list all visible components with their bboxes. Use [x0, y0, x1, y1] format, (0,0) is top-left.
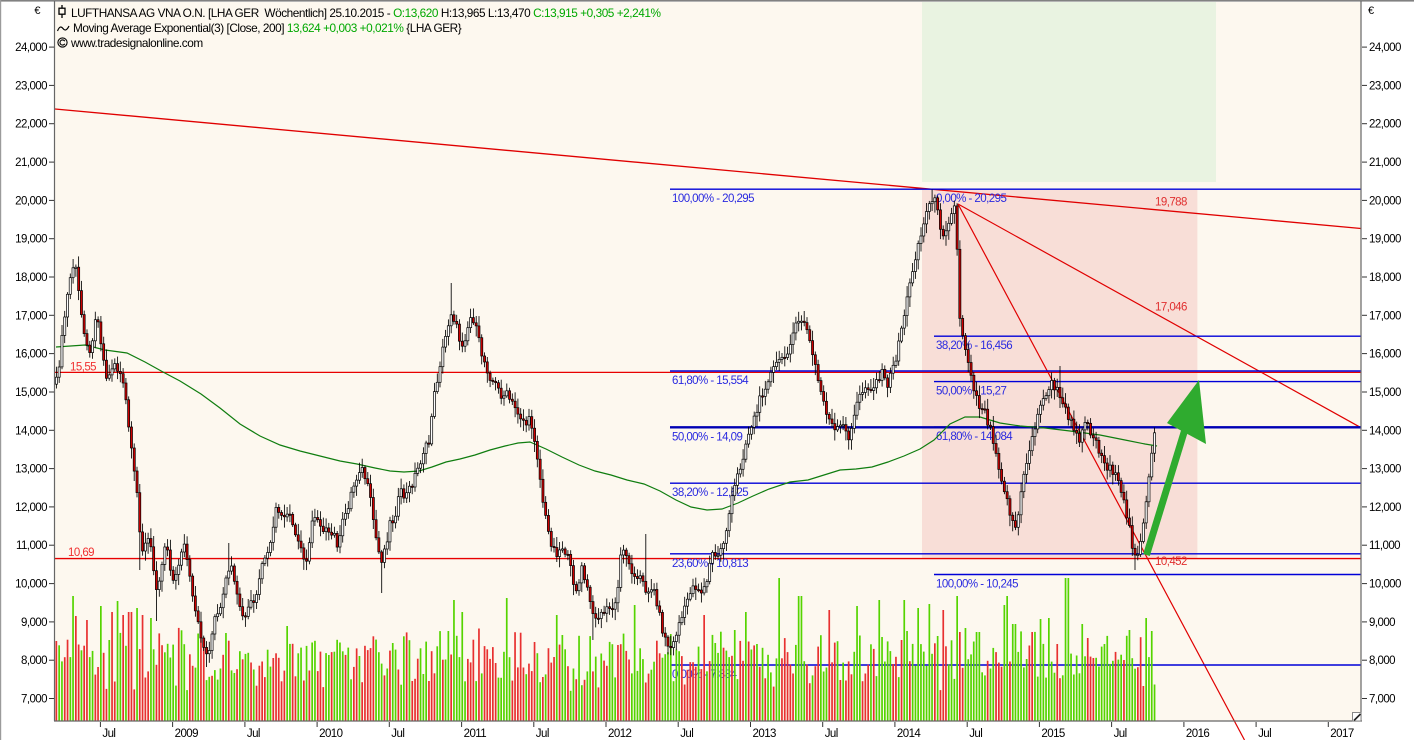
svg-text:12,000: 12,000	[15, 502, 47, 514]
svg-text:10,452: 10,452	[1155, 556, 1187, 568]
svg-text:38,20% - 12,625: 38,20% - 12,625	[672, 487, 748, 499]
svg-text:Jul: Jul	[969, 728, 982, 740]
svg-text:13,000: 13,000	[15, 464, 47, 476]
svg-text:€: €	[1368, 5, 1374, 17]
svg-text:38,20% - 16,456: 38,20% - 16,456	[936, 340, 1012, 352]
svg-text:10,69: 10,69	[68, 547, 94, 559]
svg-text:2012: 2012	[608, 728, 632, 740]
svg-text:16,000: 16,000	[15, 349, 47, 361]
svg-text:2017: 2017	[1330, 728, 1354, 740]
svg-text:22,000: 22,000	[15, 119, 47, 131]
svg-text:2014: 2014	[897, 728, 922, 740]
svg-text:100,00% - 10,245: 100,00% - 10,245	[936, 579, 1018, 591]
svg-text:€: €	[34, 5, 40, 17]
svg-text:Jul: Jul	[1258, 728, 1271, 740]
svg-text:2016: 2016	[1186, 728, 1210, 740]
svg-text:24,000: 24,000	[1369, 42, 1401, 54]
svg-text:61,80% - 14,084: 61,80% - 14,084	[936, 431, 1013, 443]
svg-text:Jul: Jul	[1114, 728, 1127, 740]
svg-text:9,000: 9,000	[21, 617, 47, 629]
svg-text:2015: 2015	[1041, 728, 1065, 740]
svg-text:19,788: 19,788	[1155, 197, 1187, 209]
svg-text:21,000: 21,000	[1369, 157, 1401, 169]
svg-text:13,000: 13,000	[1369, 464, 1401, 476]
svg-text:11,000: 11,000	[1369, 540, 1400, 552]
svg-text:19,000: 19,000	[15, 234, 47, 246]
svg-text:2011: 2011	[464, 728, 487, 740]
svg-text:21,000: 21,000	[15, 157, 47, 169]
svg-text:17,000: 17,000	[15, 310, 47, 322]
svg-text:16,000: 16,000	[1369, 349, 1401, 361]
svg-text:12,000: 12,000	[1369, 502, 1401, 514]
svg-text:9,000: 9,000	[1369, 617, 1395, 629]
svg-text:2013: 2013	[753, 728, 777, 740]
svg-text:22,000: 22,000	[1369, 119, 1401, 131]
svg-text:20,000: 20,000	[15, 195, 47, 207]
svg-text:18,000: 18,000	[15, 272, 47, 284]
svg-text:24,000: 24,000	[15, 42, 47, 54]
svg-text:Jul: Jul	[247, 728, 260, 740]
svg-text:11,000: 11,000	[16, 540, 47, 552]
svg-text:19,000: 19,000	[1369, 234, 1401, 246]
svg-text:10,000: 10,000	[1369, 579, 1401, 591]
svg-text:7,000: 7,000	[21, 694, 47, 706]
svg-text:Jul: Jul	[391, 728, 404, 740]
svg-text:17,046: 17,046	[1155, 302, 1187, 314]
svg-text:61,80% - 15,554: 61,80% - 15,554	[672, 375, 749, 387]
svg-text:20,000: 20,000	[1369, 195, 1401, 207]
svg-text:14,000: 14,000	[1369, 425, 1401, 437]
svg-text:100,00% - 20,295: 100,00% - 20,295	[672, 193, 754, 205]
svg-text:14,000: 14,000	[15, 425, 47, 437]
svg-text:15,55: 15,55	[70, 362, 96, 374]
svg-text:Jul: Jul	[102, 728, 115, 740]
svg-text:15,000: 15,000	[1369, 387, 1401, 399]
svg-text:10,000: 10,000	[15, 579, 47, 591]
svg-text:Jul: Jul	[825, 728, 838, 740]
svg-text:2009: 2009	[175, 728, 199, 740]
svg-text:50,00% - 15,27: 50,00% - 15,27	[936, 386, 1006, 398]
svg-text:8,000: 8,000	[1369, 655, 1395, 667]
svg-text:23,000: 23,000	[15, 80, 47, 92]
svg-text:Jul: Jul	[680, 728, 693, 740]
svg-text:0,00% - 20,295: 0,00% - 20,295	[936, 193, 1006, 205]
svg-text:17,000: 17,000	[1369, 310, 1401, 322]
svg-text:2010: 2010	[319, 728, 343, 740]
svg-text:7,000: 7,000	[1369, 694, 1395, 706]
svg-text:Jul: Jul	[536, 728, 549, 740]
svg-text:8,000: 8,000	[21, 655, 47, 667]
svg-text:18,000: 18,000	[1369, 272, 1401, 284]
svg-text:15,000: 15,000	[15, 387, 47, 399]
svg-text:23,000: 23,000	[1369, 80, 1401, 92]
svg-text:50,00% - 14,09: 50,00% - 14,09	[672, 431, 742, 443]
